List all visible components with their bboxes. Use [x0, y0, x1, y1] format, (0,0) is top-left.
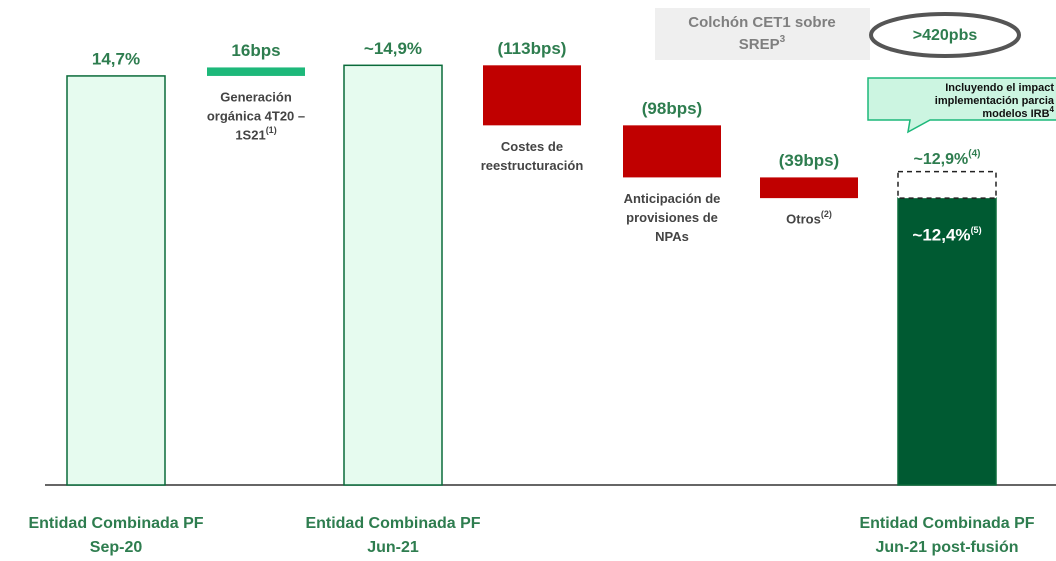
- callout-text: modelos IRB4: [982, 105, 1054, 120]
- category-label: Otros(2): [786, 210, 832, 227]
- category-label: Jun-21 post-fusión: [875, 539, 1018, 556]
- superscript: (5): [971, 226, 982, 236]
- category-label: 1S21(1): [235, 125, 276, 142]
- callout-text: implementación parcia: [935, 95, 1055, 107]
- value-label: (39bps): [779, 151, 839, 170]
- category-label: Entidad Combinada PF: [859, 515, 1034, 532]
- ghost-bar: [897, 170, 997, 199]
- category-label: NPAs: [655, 229, 689, 244]
- superscript: (1): [266, 125, 277, 135]
- bar: [623, 125, 721, 178]
- buffer-text: SREP3: [739, 34, 786, 53]
- category-label: provisiones de: [626, 210, 718, 225]
- superscript: 3: [780, 34, 786, 45]
- callout-box: [867, 77, 1056, 134]
- category-label: Entidad Combinada PF: [28, 515, 203, 532]
- bar: [66, 75, 166, 486]
- superscript: (2): [821, 210, 832, 220]
- buffer-text: Colchón CET1 sobre: [688, 14, 836, 31]
- category-label: reestructuración: [481, 158, 584, 173]
- category-label: Costes de: [501, 139, 563, 154]
- value-label: ~12,4%(5): [912, 226, 981, 245]
- value-label: ~14,9%: [364, 39, 422, 58]
- value-label: 14,7%: [92, 49, 140, 68]
- buffer-box: [655, 8, 870, 60]
- category-label: Sep-20: [90, 539, 143, 556]
- callout-text: Incluyendo el impact: [945, 82, 1054, 94]
- bar: [343, 64, 443, 486]
- ghost-label: ~12,9%(4): [914, 149, 981, 168]
- superscript: (4): [968, 149, 980, 160]
- bar: [760, 177, 858, 199]
- value-label: (98bps): [642, 99, 702, 118]
- category-label: Jun-21: [367, 539, 419, 556]
- category-label: Generación: [220, 89, 292, 104]
- buffer-ellipse: [869, 12, 1021, 58]
- bar: [483, 65, 581, 126]
- category-label: Entidad Combinada PF: [305, 515, 480, 532]
- value-label: (113bps): [498, 39, 567, 58]
- category-label: Anticipación de: [624, 191, 721, 206]
- value-label: 16bps: [231, 41, 280, 60]
- bar: [207, 67, 305, 76]
- category-label: orgánica 4T20 –: [207, 108, 305, 123]
- buffer-value: >420pbs: [913, 27, 978, 44]
- superscript: 4: [1050, 105, 1055, 114]
- bar: [897, 197, 997, 486]
